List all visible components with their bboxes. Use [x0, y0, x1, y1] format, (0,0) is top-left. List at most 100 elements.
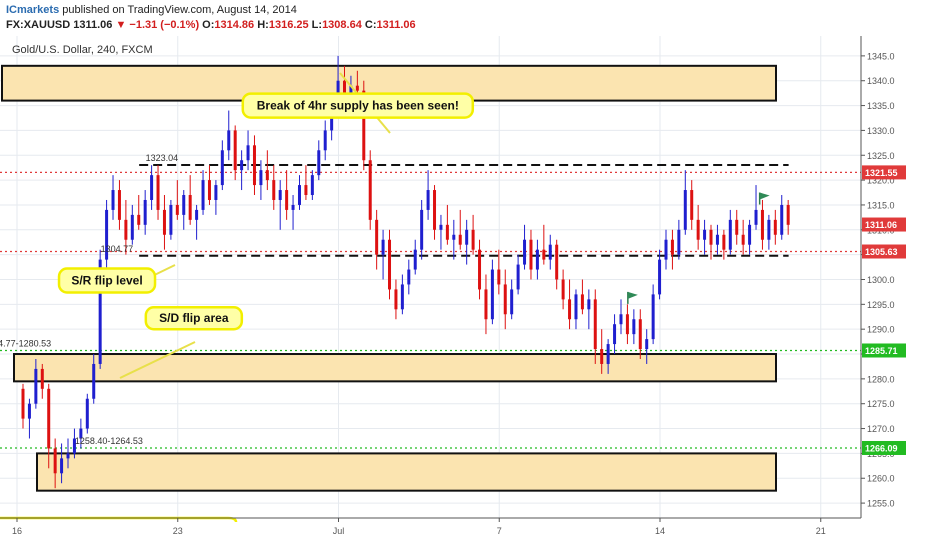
flag-icon: [627, 291, 638, 299]
candle-up: [111, 190, 115, 210]
candle-up: [381, 239, 385, 255]
candle-up: [214, 185, 218, 200]
candle-up: [715, 234, 719, 245]
time-axis[interactable]: 1623Jul7142128Aug111825: [12, 518, 932, 536]
price-tick-label: 1315.0: [867, 200, 895, 210]
price-tag-label: 1285.71: [865, 346, 898, 356]
candle-up: [60, 458, 64, 474]
candle-up: [330, 110, 334, 131]
callout-box: [144, 305, 244, 331]
price-tick-label: 1325.0: [867, 151, 895, 161]
candle-up: [246, 145, 250, 161]
candle-up: [645, 339, 649, 350]
price-tag-label: 1311.06: [865, 220, 897, 230]
candle-down: [445, 224, 449, 240]
callout-pointer: [119, 341, 196, 379]
open-label: O:: [202, 19, 215, 31]
candle-down: [21, 388, 25, 419]
candle-down: [362, 90, 366, 161]
candle-down: [773, 219, 777, 235]
candle-down: [188, 195, 192, 220]
candle-up: [677, 229, 681, 255]
candle-down: [561, 279, 565, 300]
candle-up: [98, 259, 102, 364]
candle-up: [651, 294, 655, 340]
high-label: H:: [257, 19, 269, 31]
supply-demand-zone: [36, 452, 777, 492]
candle-up: [220, 150, 224, 186]
price-tick-label: 1275.0: [867, 399, 895, 409]
candle-up: [240, 160, 244, 171]
time-tick-label: Jul: [333, 526, 345, 536]
time-tick-label: 23: [173, 526, 183, 536]
candle-down: [690, 190, 694, 220]
candle-down: [503, 284, 507, 315]
candle-down: [47, 388, 51, 449]
candle-up: [664, 239, 668, 260]
candle-up: [291, 204, 295, 210]
close-label: C:: [364, 19, 377, 31]
candle-down: [355, 85, 359, 91]
candle-down: [555, 244, 559, 280]
publisher-link[interactable]: ICmarkets: [6, 4, 60, 16]
price-axis[interactable]: 1255.01260.01265.01270.01275.01280.01285…: [861, 51, 906, 509]
candle-up: [523, 239, 527, 265]
candle-up: [400, 284, 404, 310]
candle-down: [497, 269, 501, 285]
candle-up: [201, 180, 205, 210]
candlestick-chart[interactable]: 1323.04 1304.77 284.77-1280.53 1258.40-1264…: [0, 36, 932, 550]
candle-up: [658, 259, 662, 295]
candle-down: [593, 299, 597, 350]
price-tick-label: 1340.0: [867, 76, 895, 86]
candle-down: [304, 185, 308, 196]
supply-demand-zone: [13, 353, 777, 383]
candle-down: [137, 214, 141, 225]
candle-down: [568, 299, 572, 320]
published-text: published on TradingView.com, August 14,…: [62, 4, 297, 16]
high-value: 1316.25: [268, 19, 309, 31]
level-label: 284.77-1280.53: [0, 338, 51, 348]
price-tick-label: 1295.0: [867, 300, 895, 310]
candle-down: [529, 239, 533, 270]
candle-down: [368, 160, 372, 220]
price-tick-label: 1280.0: [867, 374, 895, 384]
candle-up: [72, 438, 76, 454]
candle-up: [587, 299, 591, 310]
candle-up: [420, 209, 424, 250]
candle-up: [227, 130, 231, 151]
candle-down: [124, 219, 128, 240]
candle-down: [175, 204, 179, 215]
open-value: 1314.86: [214, 19, 255, 31]
candle-down: [252, 145, 256, 186]
candle-down: [484, 289, 488, 320]
candle-down: [542, 249, 546, 260]
candle-down: [388, 239, 392, 290]
candle-up: [754, 209, 758, 225]
price-tick-label: 1345.0: [867, 51, 895, 61]
candle-up: [490, 269, 494, 320]
price-tag-label: 1321.55: [865, 168, 898, 178]
candle-up: [34, 368, 38, 404]
candles-layer: [21, 55, 790, 489]
close-value: 1311.06: [376, 19, 416, 31]
candle-up: [150, 175, 154, 200]
candle-down: [735, 219, 739, 235]
candle-up: [195, 209, 199, 220]
zones-layer: [1, 64, 777, 492]
level-label: 1323.04: [146, 153, 179, 163]
candle-up: [535, 249, 539, 270]
low-value: 1308.64: [322, 19, 362, 31]
symbol-label: FX:XAUUSD: [6, 19, 71, 31]
candle-up: [465, 229, 469, 245]
callout-text: S/R flip level: [71, 273, 142, 287]
candle-down: [696, 219, 700, 240]
candle-down: [580, 294, 584, 310]
price-tick-label: 1330.0: [867, 126, 895, 136]
price-tag: [862, 217, 906, 232]
candle-up: [619, 314, 623, 325]
candle-up: [143, 199, 147, 225]
time-tick-label: 21: [816, 526, 826, 536]
candle-up: [85, 398, 89, 429]
candle-up: [130, 214, 134, 240]
publish-line: ICmarkets published on TradingView.com, …: [6, 4, 297, 16]
